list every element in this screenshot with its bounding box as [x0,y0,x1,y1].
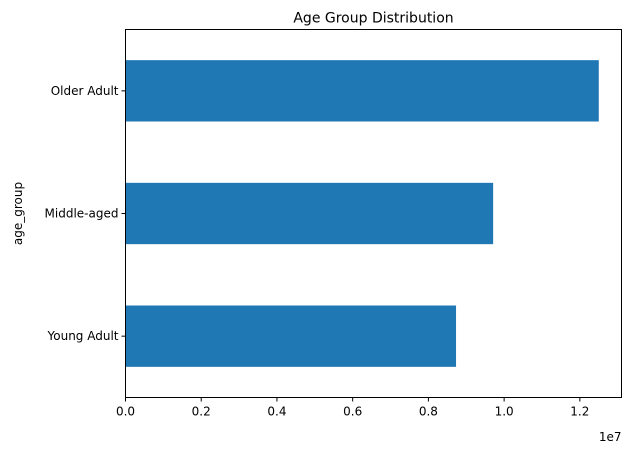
x-tick-label: 0.4 [267,405,286,419]
x-tick-label: 0.6 [343,405,362,419]
bars-group [125,60,599,367]
bar-older-adult [125,60,599,122]
x-tick-label: 1.2 [570,405,589,419]
x-axis-ticks: 0.0 0.2 0.4 0.6 0.8 1.0 1.2 [116,397,589,419]
y-axis-label: age_group [11,182,25,245]
x-tick-label: 0.2 [192,405,211,419]
x-axis-offset-label: 1e7 [599,430,622,444]
y-tick-label: Middle-aged [45,207,119,221]
y-tick-label: Older Adult [51,84,119,98]
y-axis-ticks: Young Adult Middle-aged Older Adult [45,84,126,343]
bar-young-adult [125,305,457,367]
chart-title: Age Group Distribution [293,11,453,27]
y-tick-label: Young Adult [47,329,119,343]
x-tick-label: 0.0 [116,405,135,419]
plot-frame [125,29,622,398]
x-tick-label: 0.8 [419,405,438,419]
x-tick-label: 1.0 [495,405,514,419]
bar-middle-aged [125,182,494,245]
